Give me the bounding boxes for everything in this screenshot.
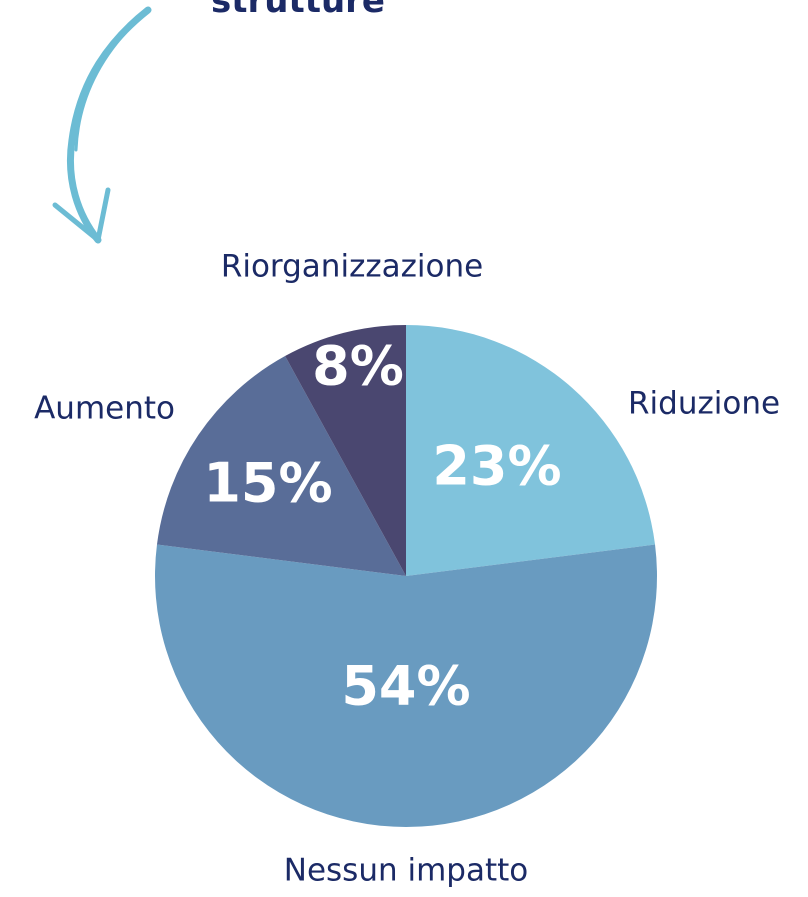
data-label: 8%: [312, 335, 404, 398]
category-label: Nessun impatto: [284, 853, 528, 889]
arrow-shaft: [66, 6, 152, 244]
pie-slice: [156, 356, 406, 576]
category-label: Riorganizzazione: [221, 249, 483, 285]
data-label: 15%: [203, 452, 332, 515]
data-label: 54%: [341, 655, 470, 718]
arrow: [52, 6, 152, 244]
chart-title: strutture: [211, 0, 385, 21]
data-label: 23%: [432, 435, 561, 498]
category-label: Aumento: [34, 391, 175, 427]
arrow-shaft-stroke: [74, 16, 142, 152]
category-label: Riduzione: [628, 386, 780, 422]
pie-slice: [406, 325, 656, 576]
arrow-head: [52, 187, 111, 243]
pie-slice: [285, 325, 406, 576]
pie-slice: [155, 544, 657, 827]
